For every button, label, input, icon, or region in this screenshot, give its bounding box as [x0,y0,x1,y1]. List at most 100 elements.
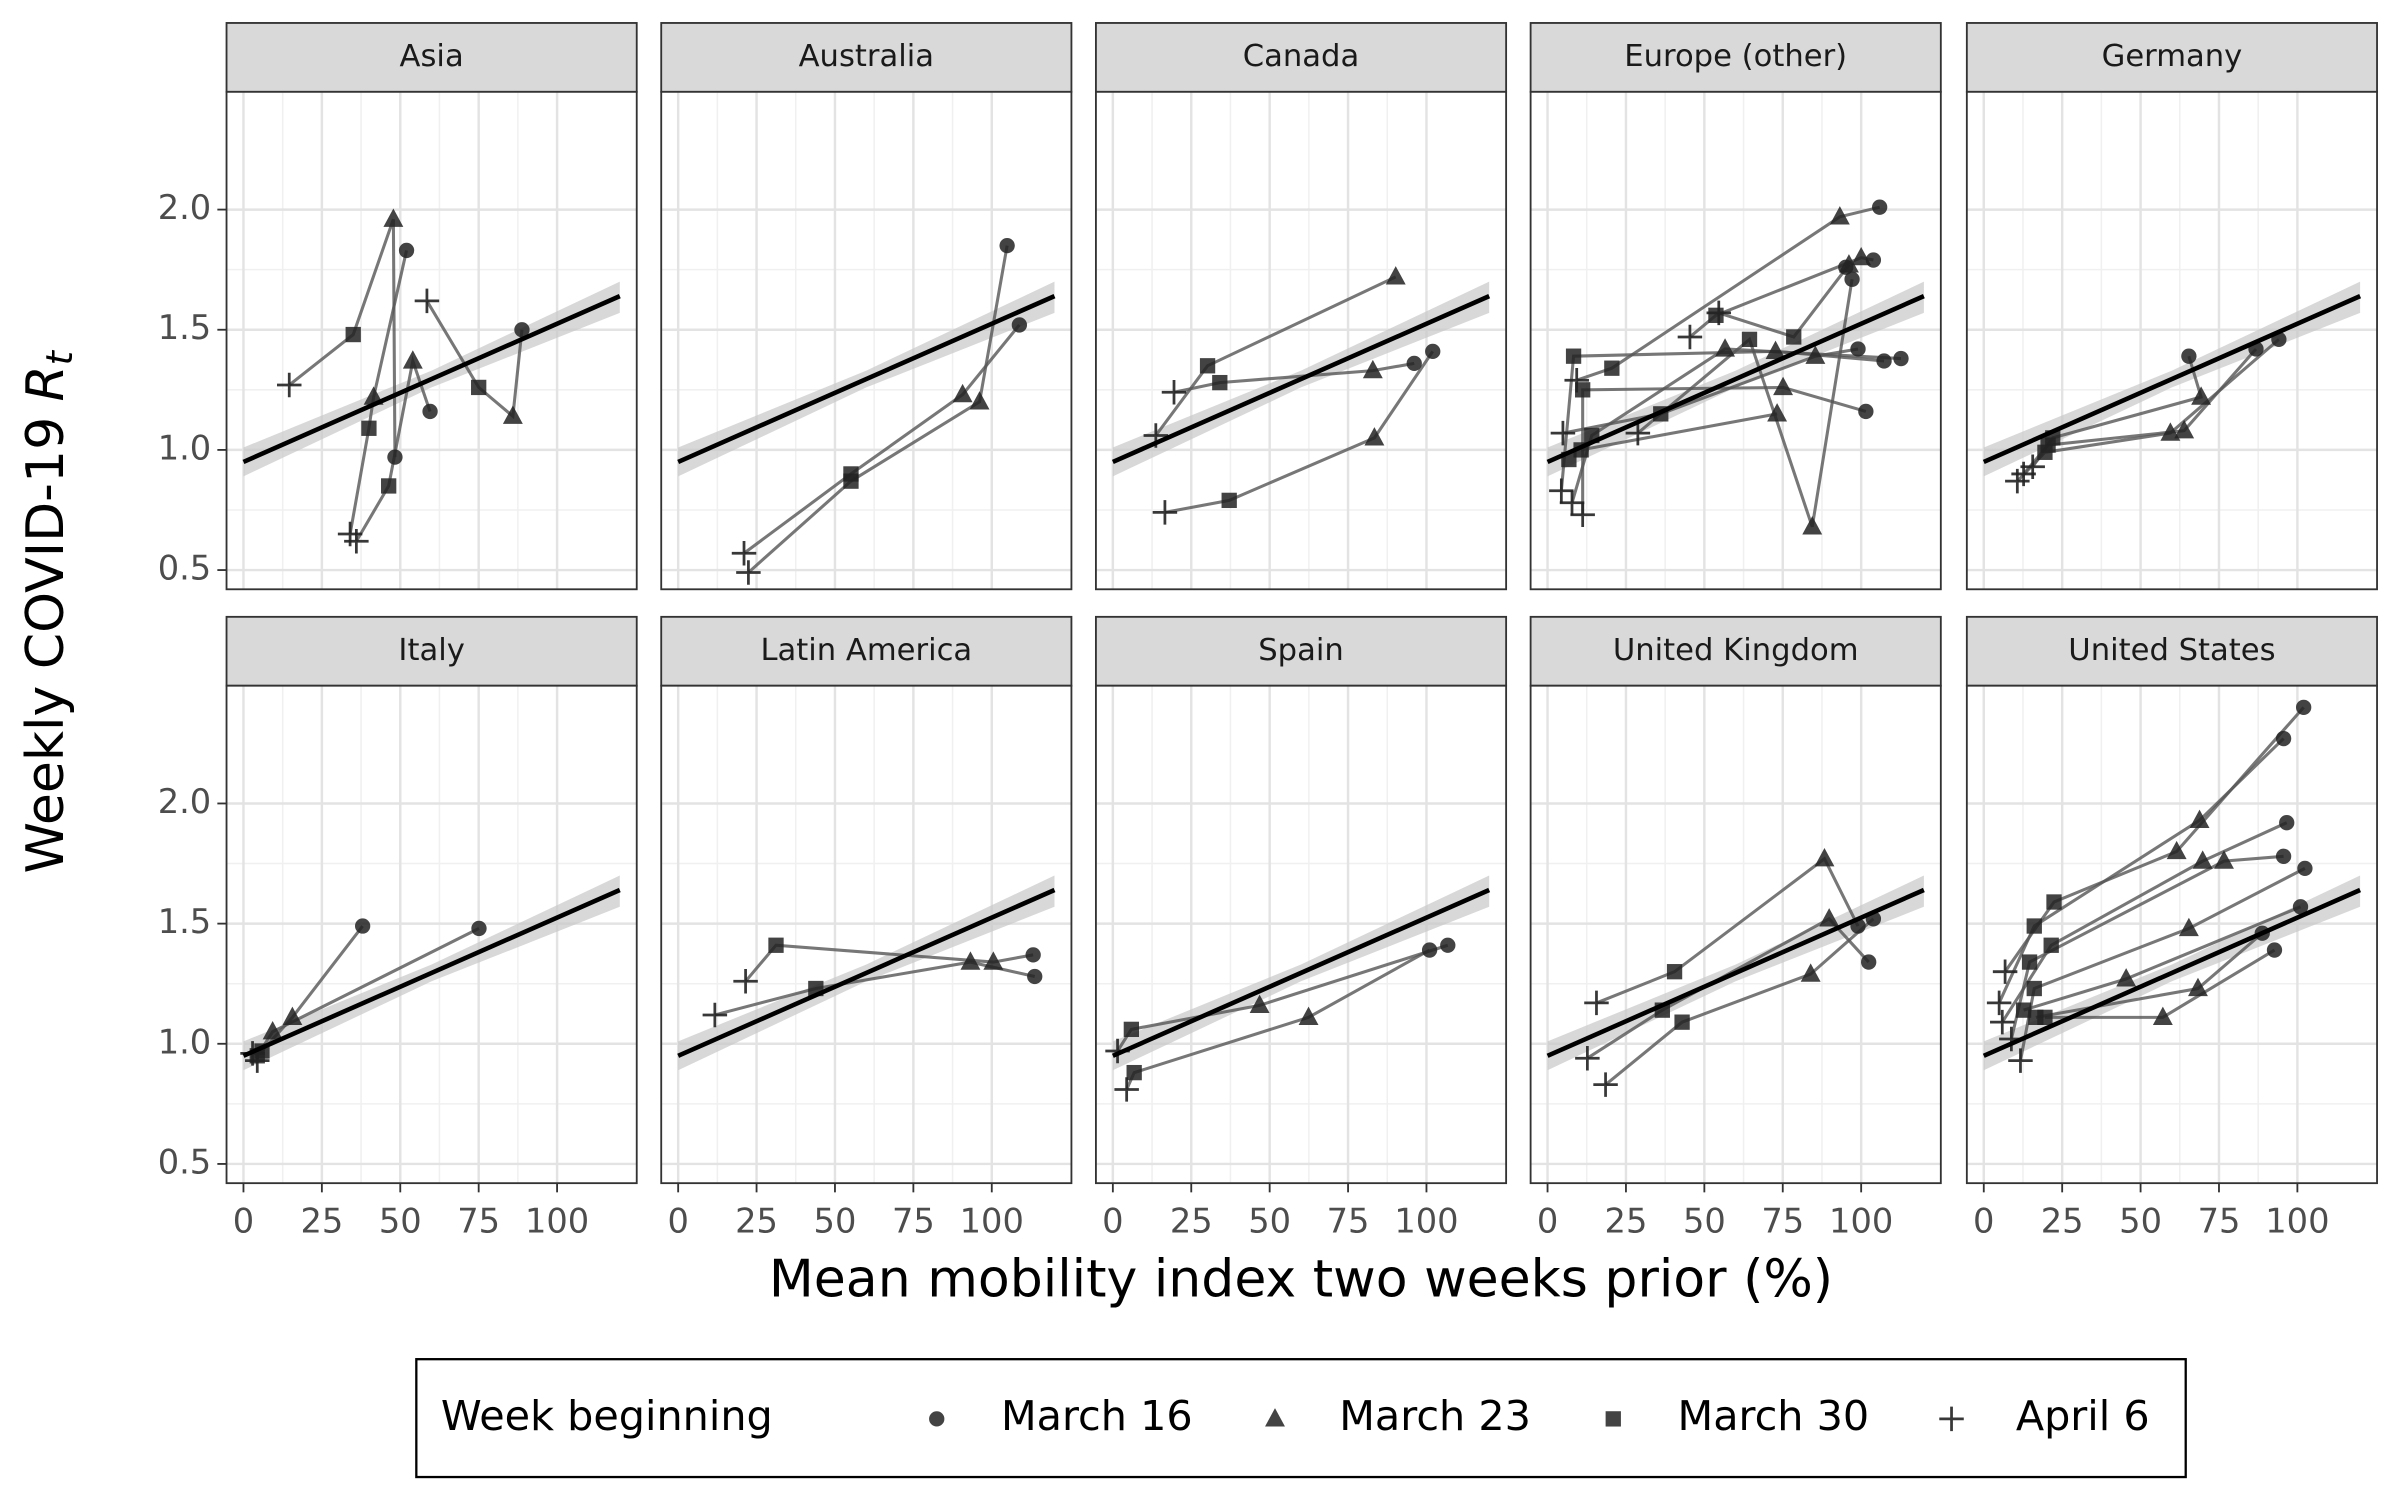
panel-border [660,90,1073,591]
panel-border [1529,90,1942,591]
point [345,326,361,343]
x-tick-label: 25 [1170,1201,1213,1240]
y-axis-title: Weekly COVID-19 Rt [16,349,81,873]
x-tick-label: 75 [1761,1201,1804,1240]
strip-text: Europe (other) [1624,39,1847,74]
point [1677,324,1703,350]
track-line [1604,917,1875,1086]
legend-label: April 6 [2016,1392,2150,1440]
fit-line [1111,887,1491,1058]
point [768,937,784,953]
x-tick-label: 0 [1537,1201,1558,1240]
point [387,449,403,465]
x-tick-label: 0 [667,1201,688,1240]
point [1741,331,1758,348]
point [2037,1009,2053,1025]
legend-label: March 23 [1339,1392,1531,1440]
point [402,350,423,369]
point [1829,206,1850,225]
point [1625,420,1651,446]
x-tick-label: 0 [1102,1201,1123,1240]
strip [225,22,638,93]
panel [1530,91,1941,590]
point [736,560,761,585]
point [1858,403,1874,420]
track-line [1997,737,2285,1004]
point [1593,1072,1618,1097]
x-tick-label: 75 [457,1201,500,1240]
strip [225,615,638,687]
point [2008,1048,2033,1073]
point [2026,980,2042,997]
y-axis-title-subscript: t [38,349,81,365]
track-line [355,355,432,542]
point [2046,894,2062,910]
point [1851,246,1872,266]
point [1421,942,1438,958]
point [1872,199,1888,215]
fit-line [242,887,621,1058]
legend-title: Week beginning [441,1392,773,1440]
track-line [1576,205,1881,382]
x-tick-label: 100 [525,1201,589,1240]
point [2292,899,2309,915]
point [1773,376,1794,396]
strip [1529,22,1942,93]
point [383,208,404,227]
panel [661,91,1072,590]
point [471,920,487,937]
point [1767,403,1788,422]
legend-symbol [1605,1411,1621,1427]
x-tick-label: 50 [2119,1201,2162,1240]
track-line [1173,361,1415,394]
strip-text: Italy [398,633,464,668]
point [1011,317,1028,333]
point [1362,359,1383,379]
fit-line [677,887,1056,1058]
x-tick-label: 25 [735,1201,778,1240]
panel [1530,685,1941,1184]
strip-text: Canada [1243,39,1359,74]
track-line [1125,948,1431,1091]
point [1152,500,1178,525]
legend-box [415,1358,2187,1479]
point [1025,947,1041,963]
point [1666,964,1683,980]
point [2188,977,2208,997]
point [398,242,415,259]
track-line [1595,856,1860,1005]
x-tick-label: 75 [1327,1201,1370,1240]
panel [1095,91,1507,590]
point [2166,840,2187,860]
y-tick-label: 0.5 [158,1142,212,1181]
point [2026,918,2042,934]
point [2021,954,2038,970]
track-line [744,943,1034,983]
y-tick-label: 1.5 [158,308,212,347]
point [1549,478,1574,504]
strip [1095,22,1508,93]
point [2297,860,2313,877]
strip [1965,615,2378,687]
strip [660,22,1073,93]
point [1814,848,1835,867]
legend-symbol [1939,1406,1964,1432]
fit-line [1111,294,1491,465]
point [1364,427,1385,446]
point [731,540,757,566]
point [1674,1014,1690,1030]
point [733,969,758,994]
point [1221,492,1237,509]
legend-symbol [1265,1408,1285,1427]
point [282,1006,303,1025]
point [1802,516,1823,535]
panel-border [1965,90,2378,591]
point [262,1021,283,1040]
point [2296,699,2312,715]
point [2043,937,2059,953]
strip-text: Spain [1258,633,1344,668]
point [1212,374,1228,391]
point [1565,348,1582,364]
point [843,466,859,482]
track-line [288,218,397,458]
